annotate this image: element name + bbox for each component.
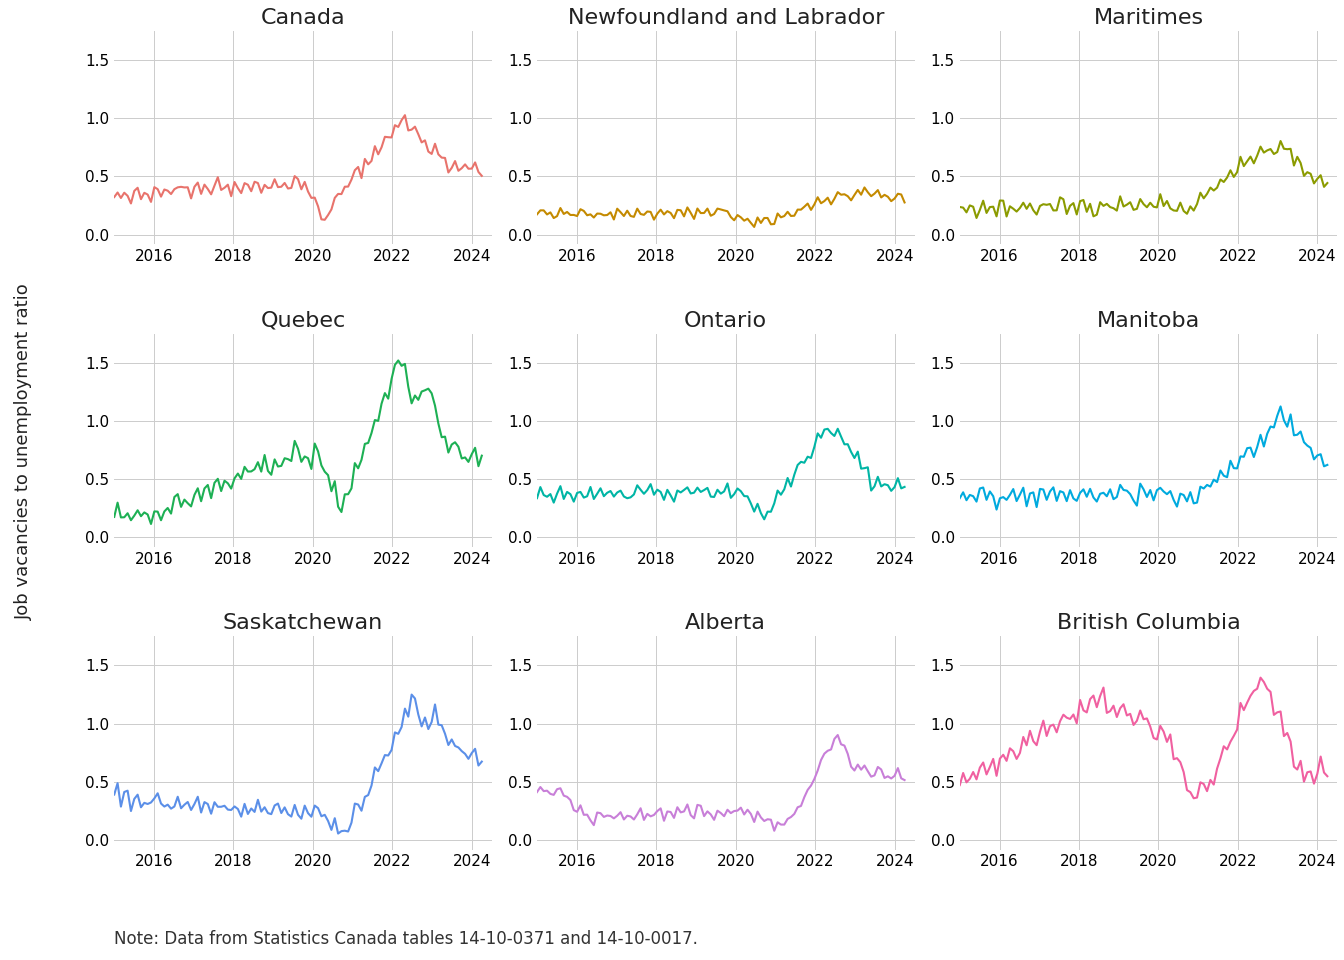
Text: Note: Data from Statistics Canada tables 14-10-0371 and 14-10-0017.: Note: Data from Statistics Canada tables… (114, 930, 698, 948)
Title: Maritimes: Maritimes (1094, 8, 1204, 28)
Title: Ontario: Ontario (684, 311, 767, 330)
Title: Quebec: Quebec (261, 311, 345, 330)
Title: Newfoundland and Labrador: Newfoundland and Labrador (567, 8, 884, 28)
Title: Alberta: Alberta (685, 613, 766, 634)
Title: British Columbia: British Columbia (1056, 613, 1241, 634)
Title: Canada: Canada (261, 8, 345, 28)
Title: Manitoba: Manitoba (1097, 311, 1200, 330)
Text: Job vacancies to unemployment ratio: Job vacancies to unemployment ratio (15, 283, 34, 619)
Title: Saskatchewan: Saskatchewan (223, 613, 383, 634)
